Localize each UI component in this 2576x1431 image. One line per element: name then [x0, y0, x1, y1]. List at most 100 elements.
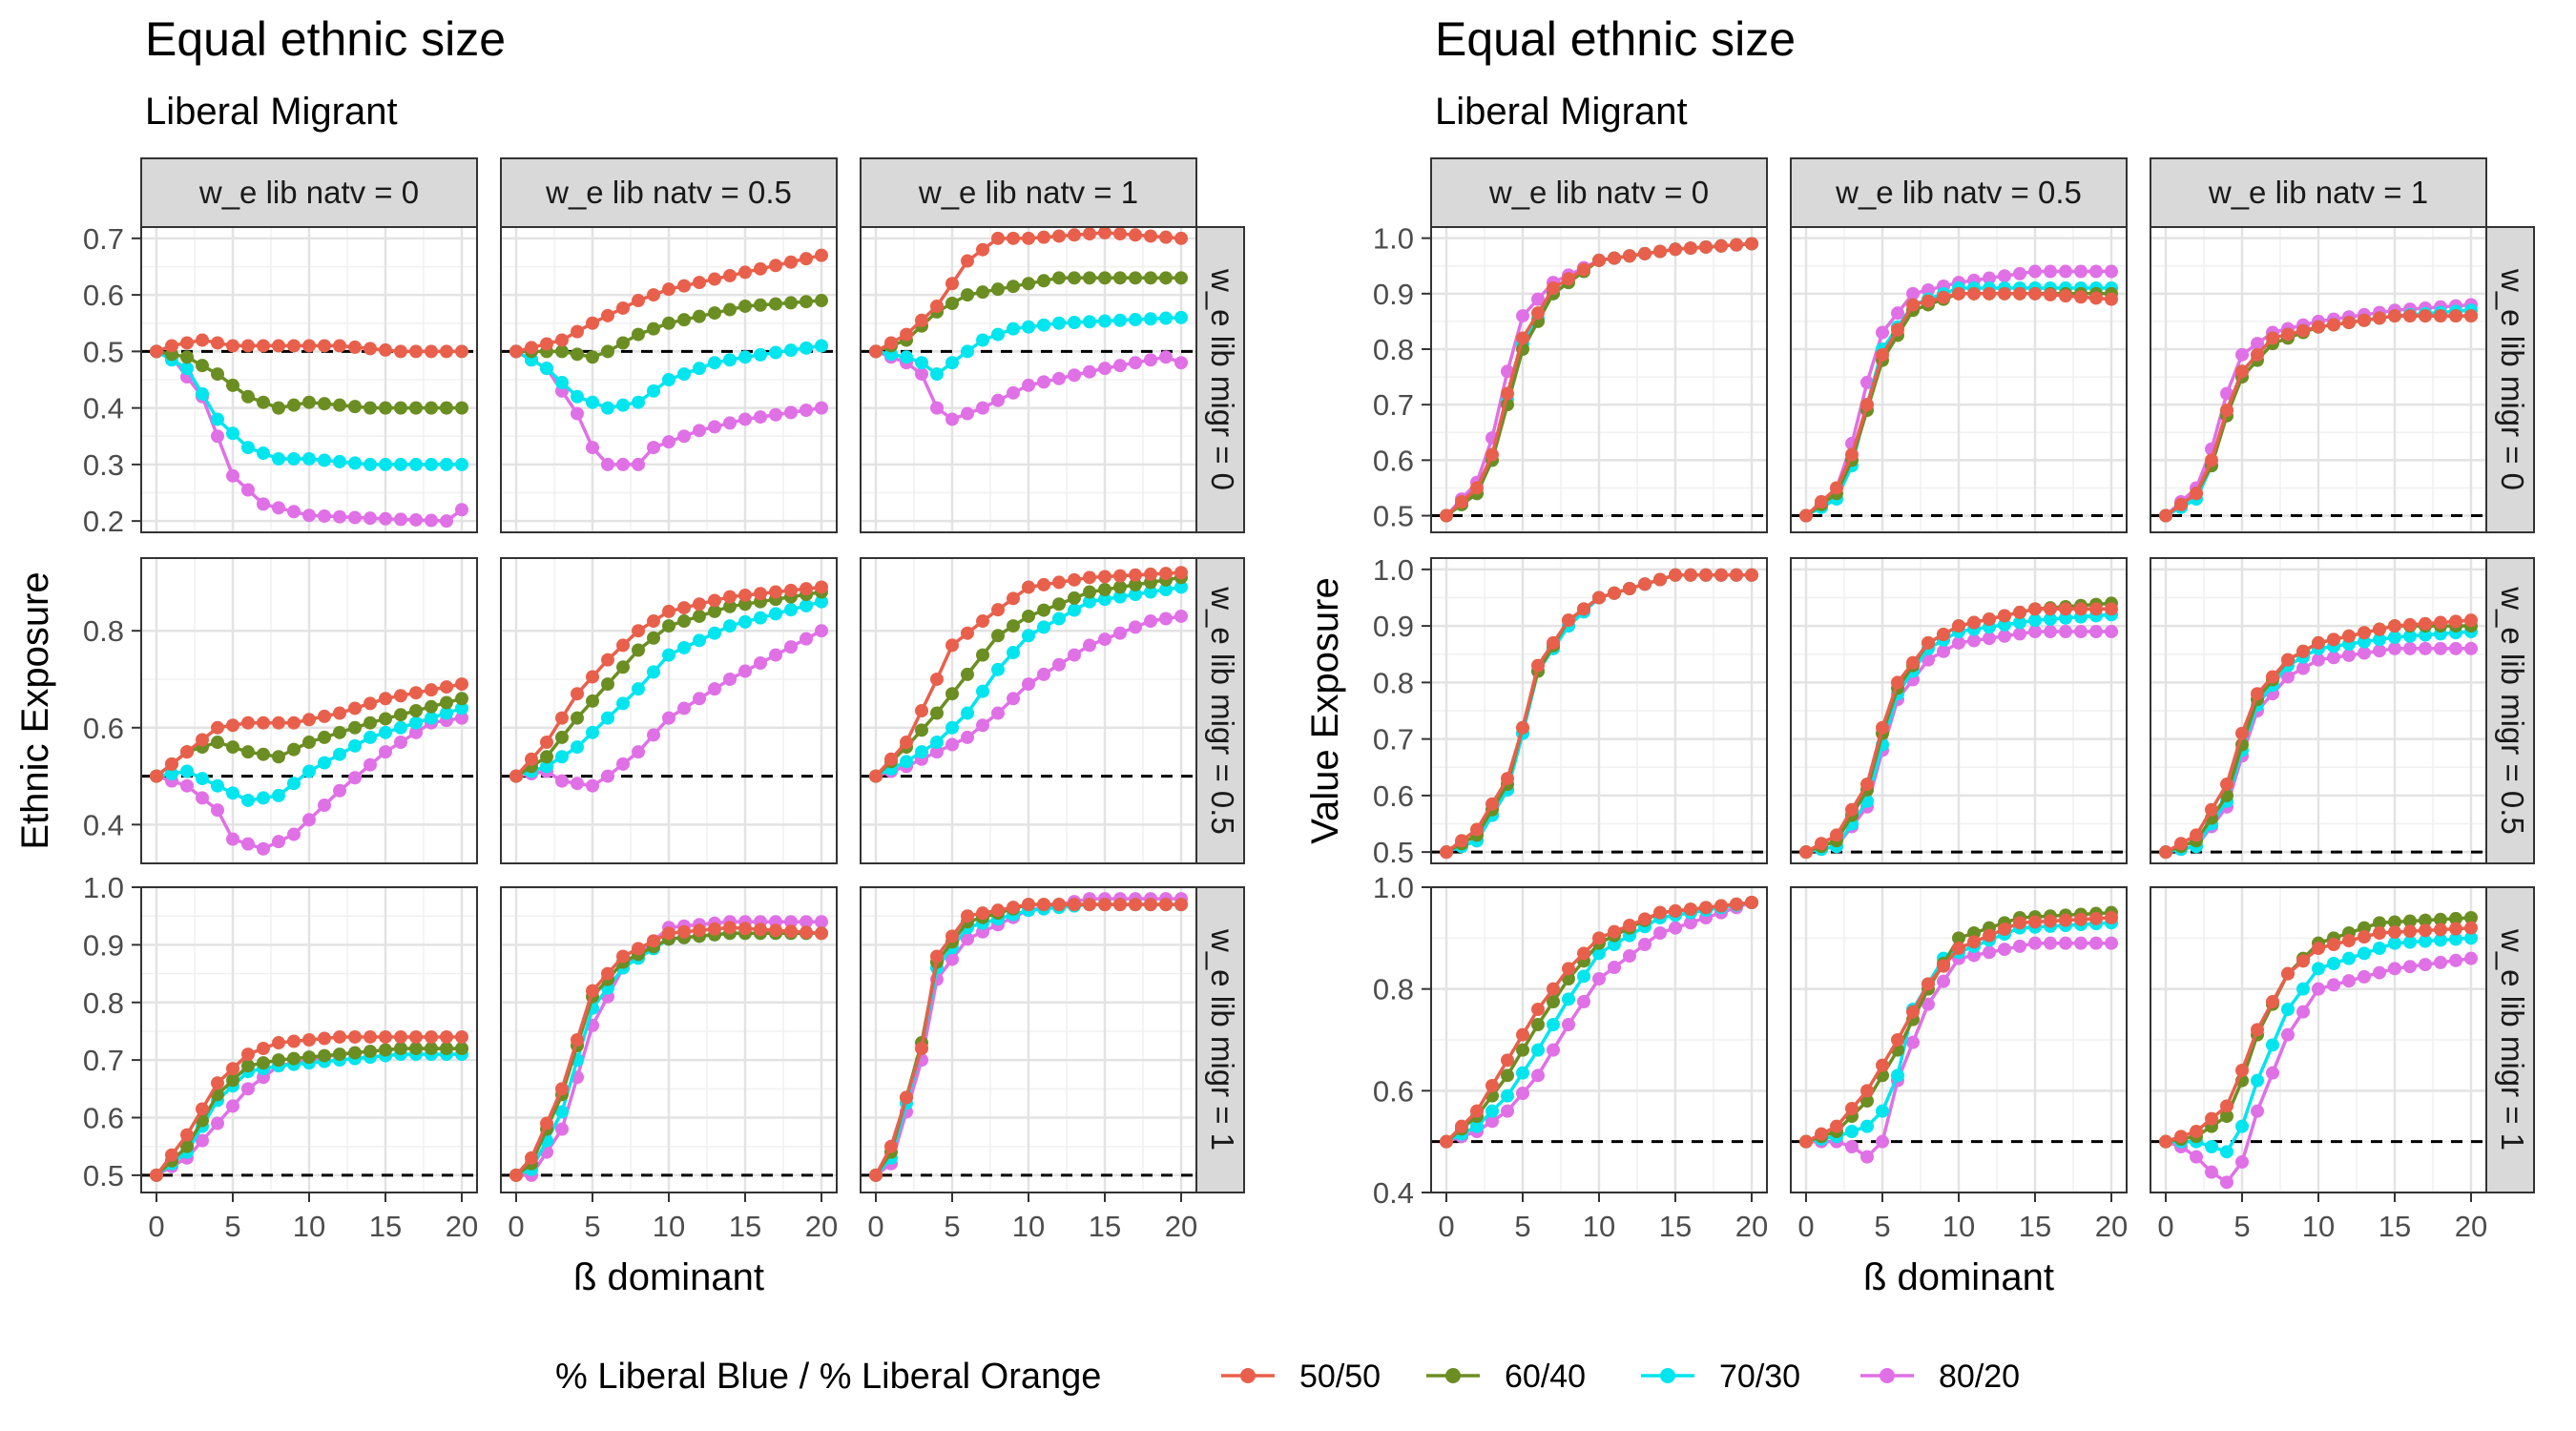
data-point [2419, 958, 2432, 972]
data-point [2388, 915, 2401, 929]
data-point [425, 401, 438, 415]
data-point [2105, 911, 2118, 924]
y-tick-label: 0.7 [83, 1044, 124, 1077]
data-point [440, 1042, 453, 1056]
data-point [2028, 264, 2042, 279]
data-point [257, 747, 270, 761]
data-point [693, 633, 706, 648]
data-point [1967, 615, 1981, 630]
data-point [1669, 921, 1682, 935]
data-point [647, 441, 660, 455]
data-point [540, 759, 553, 774]
panel [860, 885, 1197, 1193]
y-tick-label: 0.4 [1373, 1176, 1414, 1210]
data-point [1830, 828, 1843, 842]
data-point [632, 682, 645, 696]
data-point [2220, 1175, 2233, 1190]
panel-border [500, 226, 838, 533]
data-point [1531, 292, 1545, 306]
data-point [2205, 802, 2218, 817]
data-point [1083, 570, 1096, 585]
data-point [662, 373, 675, 386]
data-point [1144, 229, 1157, 243]
data-point [1547, 635, 1560, 650]
data-point [2205, 453, 2218, 467]
data-point [2327, 633, 2340, 647]
data-point [723, 416, 737, 430]
data-point [1937, 974, 1950, 988]
data-point [2235, 1064, 2249, 1077]
data-point [991, 603, 1005, 617]
data-point [2028, 936, 2042, 950]
data-point [1174, 609, 1188, 623]
data-point [257, 841, 270, 856]
y-tick-label: 0.7 [1373, 723, 1414, 757]
row-strip-label: w_e lib migr = 0 [2495, 268, 2530, 490]
data-point [2449, 309, 2462, 323]
data-point [632, 327, 645, 342]
y-axis-title: Ethnic Exposure [14, 571, 56, 849]
panel [2150, 885, 2487, 1194]
data-point [379, 511, 392, 526]
data-point [1531, 1003, 1545, 1016]
y-axis-title: Value Exposure [1304, 577, 1346, 843]
data-point [754, 261, 767, 276]
data-point [1159, 350, 1173, 364]
panel [860, 557, 1197, 864]
data-point [2044, 264, 2057, 279]
data-point [869, 769, 883, 783]
data-point [2159, 1134, 2172, 1149]
data-point [2251, 1023, 2264, 1037]
data-point [769, 345, 782, 360]
data-point [800, 925, 813, 940]
data-point [815, 594, 828, 609]
data-point [677, 924, 691, 939]
data-point [165, 339, 178, 353]
data-point [2296, 982, 2310, 996]
row-strip [2485, 226, 2535, 533]
data-point [708, 272, 721, 286]
data-point [1501, 1068, 1514, 1083]
data-point [2281, 327, 2295, 342]
data-point [394, 1029, 407, 1044]
data-point [1098, 362, 1111, 376]
data-point [180, 1128, 194, 1142]
data-point [1815, 495, 1828, 508]
data-point [2403, 641, 2417, 655]
data-point [211, 336, 224, 350]
data-point [616, 757, 630, 771]
data-point [150, 769, 163, 783]
x-tick-label: 0 [1438, 1210, 1454, 1243]
data-point [1052, 575, 1066, 590]
data-point [616, 398, 630, 412]
data-point [571, 1033, 584, 1047]
data-point [1022, 580, 1035, 594]
data-point [1007, 692, 1020, 706]
data-point [2419, 913, 2432, 927]
data-point [2464, 613, 2478, 628]
data-point [525, 752, 538, 766]
data-point [961, 730, 974, 744]
data-point [165, 1148, 178, 1162]
data-point [586, 350, 599, 364]
data-point [723, 353, 737, 367]
data-point [991, 903, 1005, 918]
data-point [455, 401, 468, 415]
data-point [2403, 924, 2417, 939]
column-strip [500, 157, 838, 228]
data-point [318, 756, 331, 770]
data-point [961, 254, 974, 268]
data-point [915, 704, 928, 717]
data-point [1967, 286, 1981, 301]
data-point [1007, 619, 1020, 633]
data-point [586, 670, 599, 684]
data-point [440, 695, 453, 710]
data-point [586, 395, 599, 409]
row-strip-label: w_e lib migr = 1 [2495, 928, 2530, 1151]
row-strip [2485, 886, 2535, 1193]
data-point [815, 580, 828, 594]
data-point [394, 720, 407, 735]
data-point [1068, 228, 1081, 242]
y-tick-label: 0.2 [83, 505, 124, 538]
data-point [915, 1042, 928, 1056]
